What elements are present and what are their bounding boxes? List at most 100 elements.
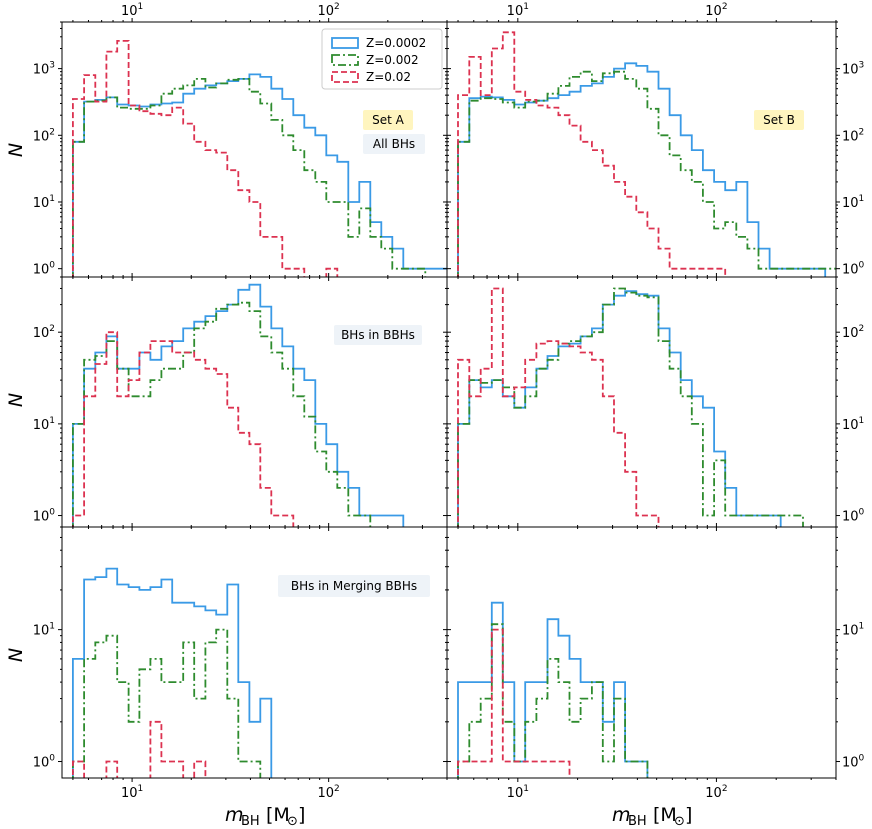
- x-axis-title-sub-right: BH: [628, 814, 647, 829]
- x-axis-title-sun-right: ⊙: [674, 814, 685, 829]
- x-axis-title-unit-left: [M: [266, 804, 290, 826]
- y-tick-label: 102: [33, 324, 55, 341]
- x-axis-title-right: m BH [M ⊙ ]: [612, 804, 692, 829]
- y-tick-label-exp: 1: [49, 622, 55, 632]
- x-bottom-tick-label-exp: 2: [722, 784, 728, 794]
- histogram-line: [72, 331, 295, 527]
- x-axis-title-close-left: ]: [298, 804, 305, 826]
- x-bottom-tick-label-base: 10: [507, 786, 524, 801]
- x-bottom-tick-label-exp: 2: [334, 784, 340, 794]
- y-tick-label: 100: [33, 754, 56, 771]
- x-bottom-tick-label-base: 10: [705, 786, 722, 801]
- legend-label: Z=0.002: [366, 53, 419, 67]
- panel-frame: [446, 526, 837, 779]
- y-tick-label: 101: [33, 416, 55, 433]
- y-tick-label-base: 10: [33, 196, 50, 211]
- panel-frame: [61, 276, 448, 528]
- series-group: [72, 567, 273, 778]
- legend-swatch: [331, 37, 359, 49]
- y-tick-label-base: 10: [33, 418, 50, 433]
- x-bottom-tick-label: 102: [705, 784, 727, 801]
- histogram-line: [72, 567, 273, 778]
- y-tick-label: 103: [33, 61, 55, 78]
- y-axis-title-bottom: N: [5, 648, 27, 662]
- y-tick-label-base: 10: [842, 418, 859, 433]
- y-axis-title: N N N: [5, 143, 27, 662]
- histogram-line: [457, 287, 660, 527]
- legend-frame: [321, 28, 443, 90]
- y-tick-label-exp: 0: [49, 754, 55, 764]
- y-tick-label-base: 10: [842, 756, 859, 771]
- x-axis-title-left: m BH [M ⊙ ]: [225, 804, 305, 829]
- histogram-line: [72, 40, 339, 277]
- histogram-line: [72, 628, 262, 778]
- y-tick-label-base: 10: [33, 263, 50, 278]
- x-axis-title-sub-left: BH: [241, 814, 260, 829]
- y-tick-label-base: 10: [842, 263, 859, 278]
- x-top-tick-label-exp: 1: [137, 2, 143, 12]
- histogram-line: [457, 62, 827, 277]
- y-tick-label: 101: [842, 416, 864, 433]
- y-tick-label-base: 10: [842, 129, 859, 144]
- y-tick-label-base: 10: [33, 129, 50, 144]
- panel-frame: [61, 526, 448, 779]
- histogram-line: [72, 78, 427, 277]
- histogram-line: [457, 31, 727, 277]
- x-bottom-tick-label: 102: [318, 784, 340, 801]
- x-top-tick-label-exp: 2: [722, 2, 728, 12]
- x-top-tick-label-base: 10: [507, 4, 524, 19]
- histogram-line: [457, 628, 571, 778]
- x-axis-title-unit-right: [M: [653, 804, 677, 826]
- histogram-line: [457, 623, 649, 778]
- annotation-box: [363, 134, 425, 154]
- y-tick-label: 100: [842, 508, 865, 525]
- y-tick-label: 100: [33, 261, 56, 278]
- annotation-box: [278, 575, 430, 597]
- y-tick-label-exp: 1: [49, 416, 55, 426]
- x-axis-title-sun-left: ⊙: [287, 814, 298, 829]
- histogram-line: [457, 290, 782, 527]
- histogram-line: [457, 287, 804, 527]
- series-group: [72, 40, 447, 277]
- x-top-tick-label-base: 10: [318, 4, 335, 19]
- y-tick-label: 102: [842, 324, 864, 341]
- histogram-line: [457, 601, 649, 778]
- y-tick-label-base: 10: [842, 326, 859, 341]
- y-tick-label-exp: 0: [859, 508, 865, 518]
- y-tick-label-exp: 1: [859, 622, 865, 632]
- x-axis-title-symbol-right: m: [612, 804, 631, 826]
- histogram-line: [72, 301, 372, 527]
- y-tick-label-base: 10: [33, 510, 50, 525]
- histogram-line: [72, 720, 207, 778]
- annotation-text: Set B: [763, 113, 795, 127]
- x-top-tick-label-base: 10: [121, 4, 138, 19]
- annotation-text: Set A: [372, 113, 405, 127]
- annotation-text: BHs in BBHs: [341, 328, 415, 342]
- legend-swatch: [331, 54, 359, 66]
- x-bottom-tick-label-exp: 1: [523, 784, 529, 794]
- y-tick-label-base: 10: [33, 624, 50, 639]
- series-group: [457, 31, 836, 277]
- y-tick-label: 101: [842, 622, 864, 639]
- y-tick-label-exp: 3: [859, 61, 865, 71]
- x-axis-title-symbol-left: m: [225, 804, 244, 826]
- x-top-tick-label-exp: 1: [523, 2, 529, 12]
- y-axis-title-top: N: [5, 143, 27, 157]
- y-tick-label: 101: [33, 194, 55, 211]
- x-top-tick-label: 101: [121, 2, 143, 19]
- legend-label: Z=0.0002: [366, 36, 426, 50]
- x-bottom-tick-label-base: 10: [121, 786, 138, 801]
- y-tick-label-exp: 2: [49, 127, 55, 137]
- y-tick-label-exp: 0: [49, 508, 55, 518]
- y-tick-label-base: 10: [33, 63, 50, 78]
- x-top-tick-label: 102: [318, 2, 340, 19]
- histogram-line: [457, 70, 836, 277]
- y-tick-label-base: 10: [842, 63, 859, 78]
- legend: Z=0.0002 Z=0.002 Z=0.02: [321, 28, 443, 90]
- y-tick-label-exp: 1: [49, 194, 55, 204]
- histogram-line: [72, 283, 405, 527]
